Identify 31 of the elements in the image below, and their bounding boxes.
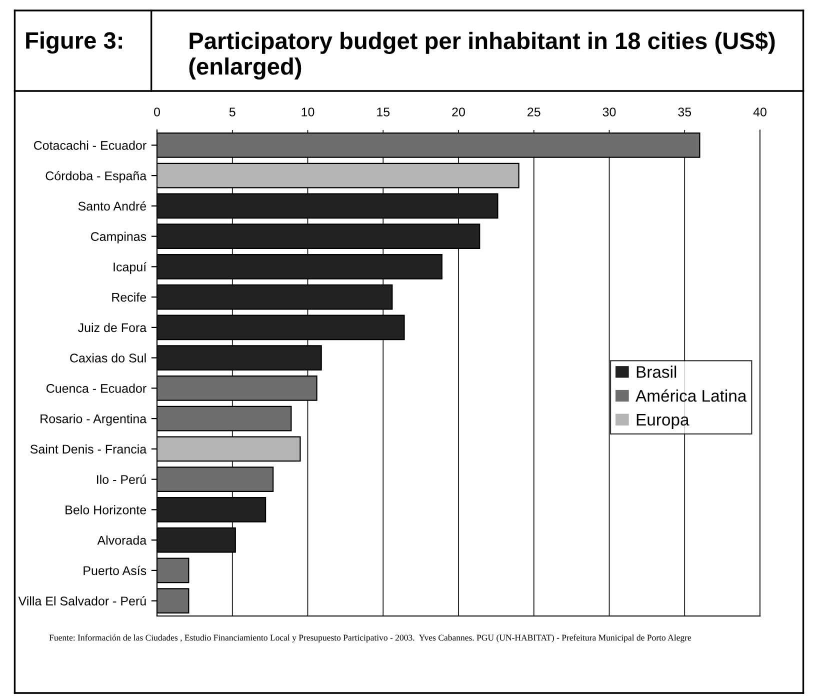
y-tick-label: Belo Horizonte [66,505,146,514]
y-tick-label: Alvorada [97,536,147,545]
x-tick-label: 5 [229,108,236,116]
x-tick-label: 40 [753,108,766,116]
source-note: Fuente: Información de las Ciudades , Estudio Financiamiento Local y Presupuesto Participativo - 2003. Yves Cabannes. PGU (UN-HABITAT) - Prefeitura Municipal de Porto Alegre [49,634,692,642]
y-tick-label: Icapuí [114,262,147,274]
y-tick-label: Córdoba - España [46,170,147,183]
x-tick-label: 20 [452,108,465,116]
chart-title: Participatory budget per inhabitant in 18 cities (US$) (enlarged) [189,32,775,80]
y-tick-label: Campinas [90,232,146,244]
legend-label: Brasil [636,366,676,378]
y-tick-label: Cuenca - Ecuador [46,384,146,393]
y-tick-label: Juiz de Fora [78,322,147,332]
legend-label: América Latina [636,389,747,402]
x-tick-label: 10 [302,108,314,116]
legend-label: Europa [636,414,690,429]
x-tick-label: 0 [154,108,160,116]
y-tick-label: Rosario - Argentina [40,414,147,426]
x-tick-label: 15 [377,108,390,116]
y-tick-label: Santo André [78,201,146,211]
y-tick-label: Caxias do Sul [70,353,146,362]
y-tick-label: Villa El Salvador - Perú [18,596,146,606]
caption: Figure 3: [26,32,122,54]
y-tick-label: Cotacachi - Ecuador [34,140,146,150]
y-tick-label: Saint Denis - Francia [30,444,147,454]
y-tick-label: Ilo - Perú [97,474,146,484]
x-tick-label: 30 [602,108,616,116]
x-tick-label: 25 [528,108,540,116]
x-tick-label: 35 [678,108,692,116]
y-tick-label: Recife [112,292,146,302]
y-tick-label: Puerto Asís [84,566,146,576]
